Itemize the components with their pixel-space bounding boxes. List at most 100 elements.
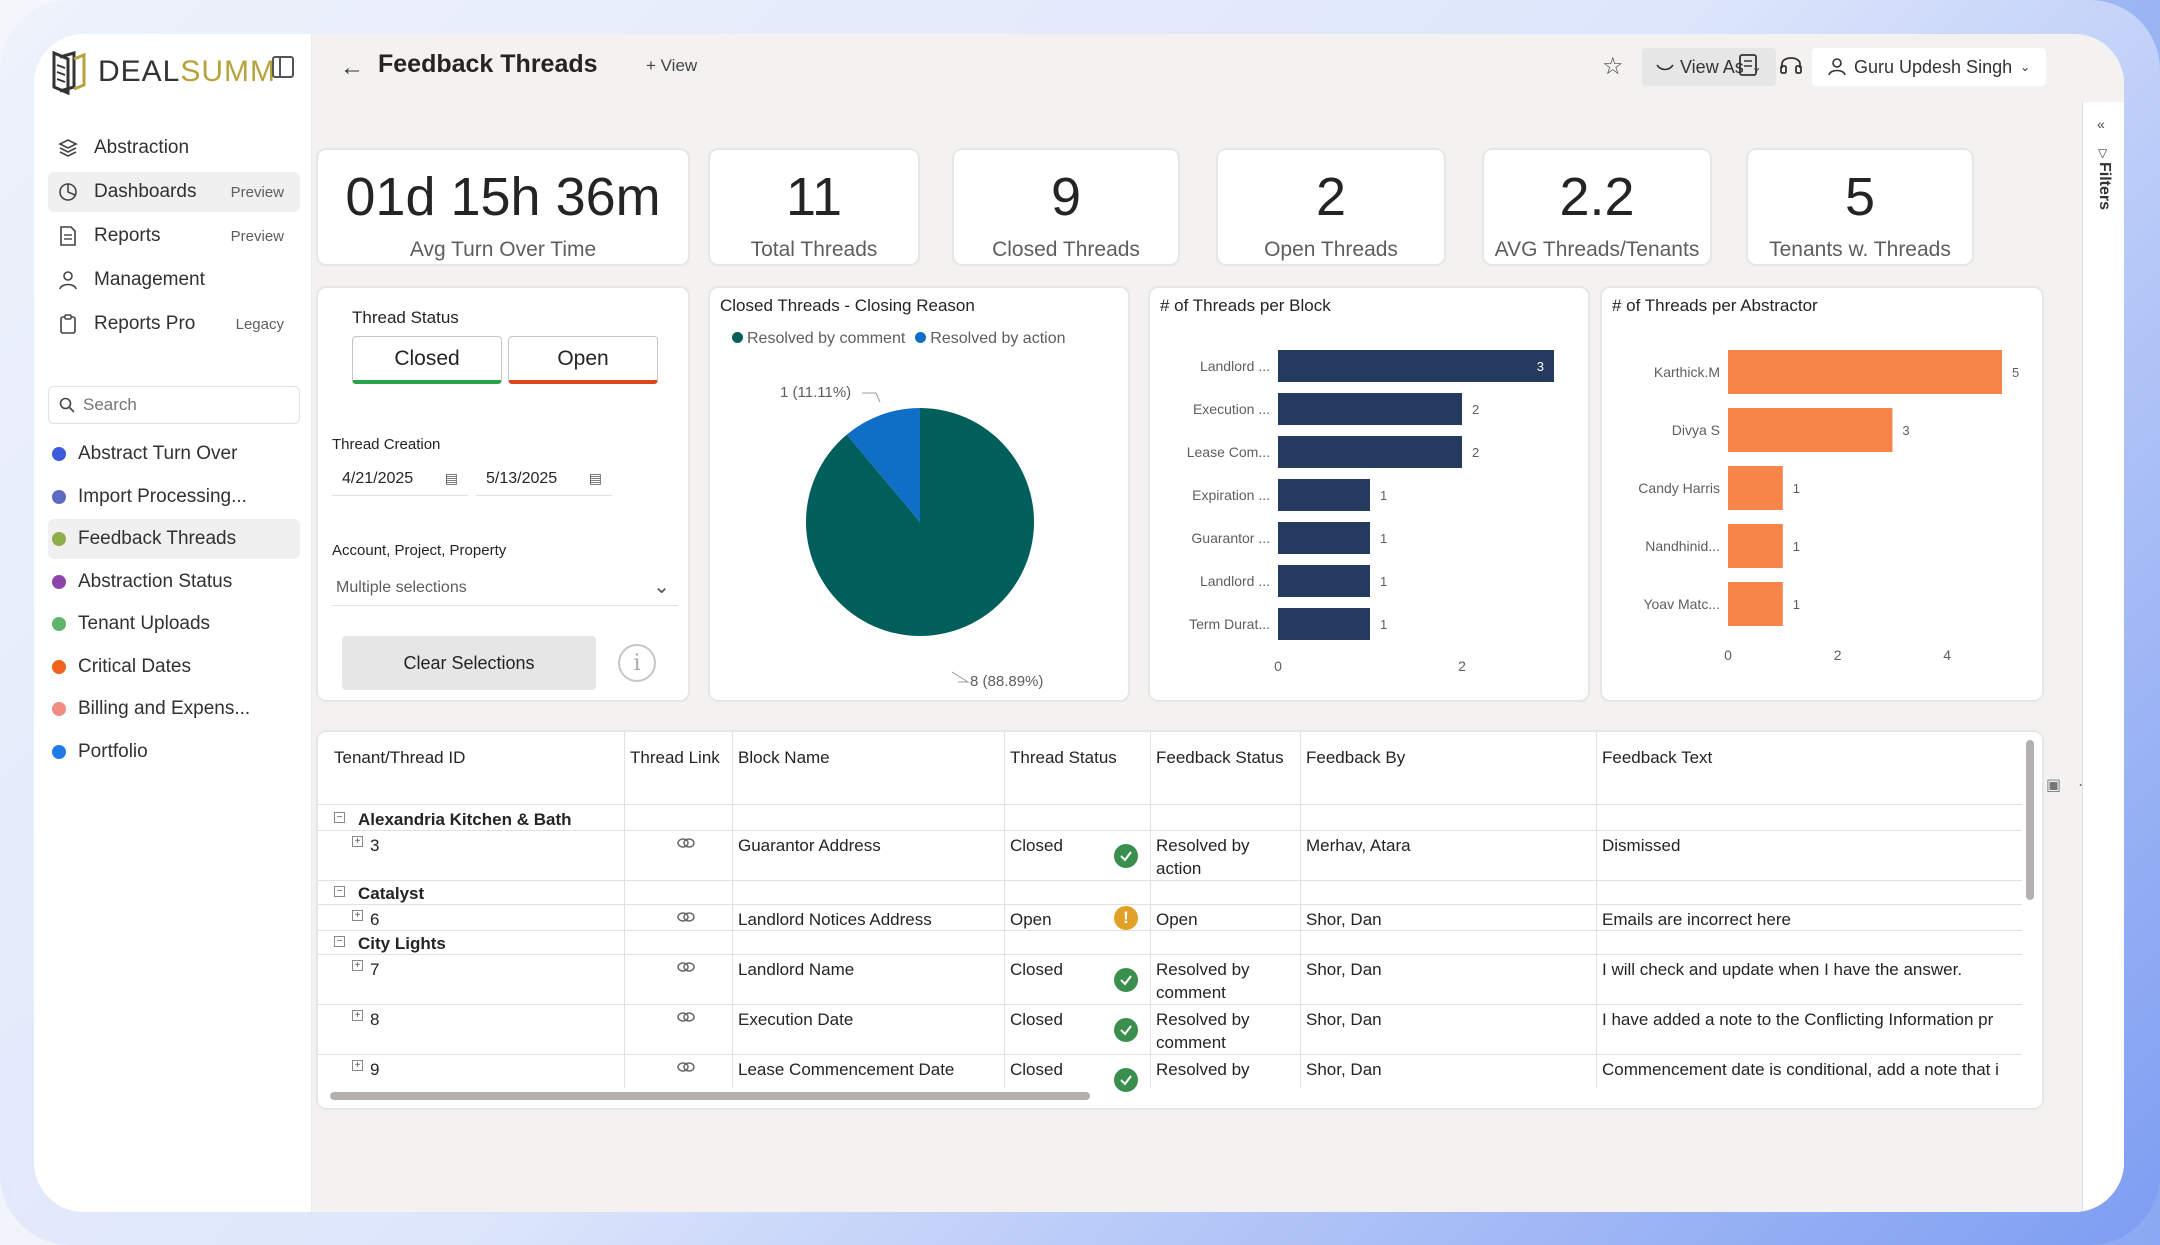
- column-header[interactable]: Thread Link: [630, 748, 720, 767]
- collapse-group-icon[interactable]: −: [334, 936, 345, 947]
- collapse-group-icon[interactable]: −: [334, 886, 345, 897]
- x-tick-label: 4: [1943, 647, 1951, 663]
- report-canvas: 01d 15h 36m Avg Turn Over Time 11 Total …: [312, 102, 2094, 1212]
- headset-icon[interactable]: [1778, 52, 1804, 78]
- bar[interactable]: [1728, 350, 2002, 394]
- search-box[interactable]: [48, 386, 300, 424]
- nav-item-management[interactable]: Management: [48, 260, 300, 300]
- clear-selections-button[interactable]: Clear Selections: [342, 636, 596, 690]
- kpi-card-open[interactable]: 2 Open Threads: [1216, 148, 1446, 266]
- bar[interactable]: [1278, 393, 1462, 425]
- category-label: Landlord ...: [1200, 358, 1270, 374]
- link-icon[interactable]: [676, 960, 696, 974]
- legend-item-action[interactable]: Resolved by action: [915, 330, 1065, 348]
- bar[interactable]: [1278, 565, 1370, 597]
- column-header[interactable]: Block Name: [738, 748, 830, 767]
- info-icon[interactable]: i: [618, 644, 656, 682]
- column-header[interactable]: Thread Status: [1010, 748, 1117, 767]
- link-icon[interactable]: [676, 836, 696, 850]
- nav-item-abstraction[interactable]: Abstraction: [48, 128, 300, 168]
- bar[interactable]: [1728, 466, 1783, 510]
- block-name: Execution Date: [738, 1010, 854, 1029]
- nav-item-reports[interactable]: Reports Preview: [48, 216, 300, 256]
- page-item-tenant-uploads[interactable]: Tenant Uploads: [48, 604, 300, 644]
- bar[interactable]: [1728, 524, 1783, 568]
- x-tick-label: 0: [1724, 647, 1732, 663]
- search-input[interactable]: [83, 395, 283, 415]
- bar[interactable]: [1728, 582, 1783, 626]
- kpi-card-avg[interactable]: 2.2 AVG Threads/Tenants: [1482, 148, 1712, 266]
- group-row[interactable]: City Lights: [358, 934, 446, 953]
- page-item-feedback-threads[interactable]: Feedback Threads: [48, 519, 300, 559]
- collapse-group-icon[interactable]: −: [334, 812, 345, 823]
- bar[interactable]: [1278, 522, 1370, 554]
- expand-row-icon[interactable]: +: [352, 836, 363, 847]
- horizontal-scrollbar[interactable]: [330, 1092, 1090, 1100]
- page-item-portfolio[interactable]: Portfolio: [48, 732, 300, 772]
- group-row[interactable]: Catalyst: [358, 884, 425, 903]
- main-area: ← Feedback Threads + View ☆ View As ⌄ Gu…: [312, 34, 2124, 1212]
- feedback-status-line2: comment: [1156, 1033, 1226, 1052]
- pie-slice[interactable]: [846, 408, 920, 522]
- nav-item-reports-pro[interactable]: Reports Pro Legacy: [48, 304, 300, 344]
- date-from-field[interactable]: 4/21/2025 ▤: [332, 462, 468, 496]
- kpi-card-turnover[interactable]: 01d 15h 36m Avg Turn Over Time: [316, 148, 690, 266]
- logo-text: DEALSUMM: [98, 55, 277, 88]
- expand-row-icon[interactable]: +: [352, 910, 363, 921]
- collapse-left-icon[interactable]: «: [2097, 116, 2105, 132]
- bar[interactable]: [1278, 350, 1554, 382]
- page-item-import-processing[interactable]: Import Processing...: [48, 477, 300, 517]
- block-name: Landlord Name: [738, 960, 855, 979]
- kpi-card-tenants[interactable]: 5 Tenants w. Threads: [1746, 148, 1974, 266]
- closed-toggle[interactable]: Closed: [352, 336, 502, 384]
- back-arrow-icon[interactable]: ←: [340, 54, 364, 81]
- feedback-status: Resolved by: [1156, 960, 1250, 979]
- focus-mode-icon[interactable]: ▣: [2046, 777, 2062, 794]
- column-header[interactable]: Feedback By: [1306, 748, 1406, 767]
- feedback-by: Shor, Dan: [1306, 1010, 1382, 1029]
- page-item-abstraction-status[interactable]: Abstraction Status: [48, 562, 300, 602]
- link-icon[interactable]: [676, 1010, 696, 1024]
- bar[interactable]: [1728, 408, 1893, 452]
- sidebar-toggle-icon[interactable]: [272, 56, 294, 78]
- feedback-status-line2: comment: [1156, 983, 1226, 1002]
- nav-item-dashboards[interactable]: Dashboards Preview: [48, 172, 300, 212]
- page-item-critical-dates[interactable]: Critical Dates: [48, 647, 300, 687]
- user-menu[interactable]: Guru Updesh Singh ⌄: [1812, 48, 2047, 86]
- expand-row-icon[interactable]: +: [352, 960, 363, 971]
- pie-chart-card: Closed Threads - Closing Reason Resolved…: [708, 286, 1130, 702]
- group-row[interactable]: Alexandria Kitchen & Bath: [358, 810, 572, 829]
- category-label: Landlord ...: [1200, 573, 1270, 589]
- page-label: Portfolio: [78, 740, 148, 762]
- column-header[interactable]: Feedback Text: [1602, 748, 1713, 767]
- expand-row-icon[interactable]: +: [352, 1060, 363, 1071]
- bar[interactable]: [1278, 608, 1370, 640]
- bar[interactable]: [1278, 479, 1370, 511]
- expand-row-icon[interactable]: +: [352, 1010, 363, 1021]
- column-header[interactable]: Feedback Status: [1156, 748, 1284, 767]
- kpi-card-closed[interactable]: 9 Closed Threads: [952, 148, 1180, 266]
- legend-item-comment[interactable]: Resolved by comment: [732, 330, 905, 348]
- logo[interactable]: DEALSUMM: [48, 48, 276, 96]
- open-toggle[interactable]: Open: [508, 336, 658, 384]
- add-view-button[interactable]: + View: [646, 56, 698, 75]
- page-item-abstract-turn-over[interactable]: Abstract Turn Over: [48, 434, 300, 474]
- star-icon[interactable]: ☆: [1602, 53, 1624, 80]
- link-icon[interactable]: [676, 910, 696, 924]
- notes-icon[interactable]: [1736, 52, 1762, 78]
- date-to-field[interactable]: 5/13/2025 ▤: [476, 462, 612, 496]
- calendar-icon[interactable]: ▤: [588, 470, 602, 486]
- column-header[interactable]: Tenant/Thread ID: [334, 748, 466, 767]
- column-divider: [1150, 732, 1151, 1088]
- account-dropdown[interactable]: Multiple selections ⌄: [332, 570, 678, 606]
- feedback-by: Shor, Dan: [1306, 910, 1382, 929]
- page-item-billing[interactable]: Billing and Expens...: [48, 689, 300, 729]
- filters-pane[interactable]: « ▽ Filters: [2082, 102, 2124, 1212]
- link-icon[interactable]: [676, 1060, 696, 1074]
- kpi-card-total[interactable]: 11 Total Threads: [708, 148, 920, 266]
- user-name: Guru Updesh Singh: [1854, 56, 2013, 77]
- bar[interactable]: [1278, 436, 1462, 468]
- vertical-scrollbar[interactable]: [2026, 740, 2034, 900]
- feedback-status: Resolved by: [1156, 836, 1250, 855]
- calendar-icon[interactable]: ▤: [444, 470, 458, 486]
